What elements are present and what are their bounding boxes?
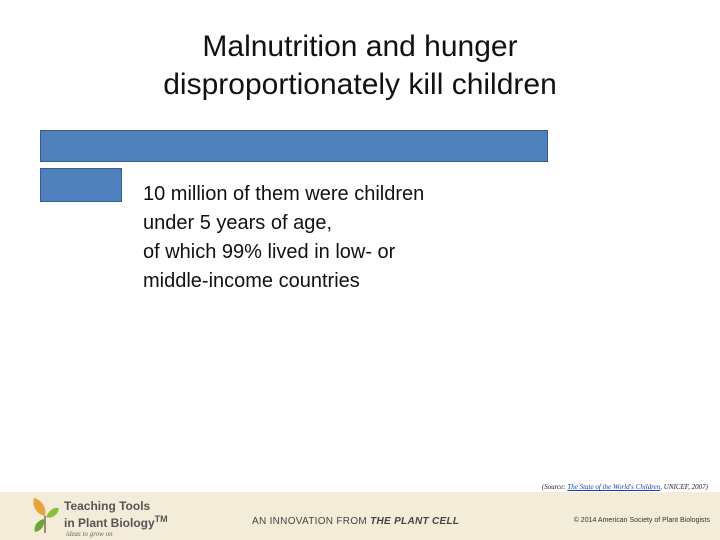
trademark-mark: TM [154,514,168,524]
copyright-notice: © 2014 American Society of Plant Biologi… [573,517,710,524]
brand-line-2: in Plant Biology [64,516,155,530]
source-link[interactable]: The State of the World's Children [567,483,661,491]
brand-name: Teaching Tools in Plant BiologyTM [64,500,168,530]
blue-bar-wide [40,130,548,162]
footer-bar: Teaching Tools in Plant BiologyTM ideas … [0,492,720,540]
source-suffix: , UNICEF, 2007) [660,483,708,491]
slide-title: Malnutrition and hunger disproportionate… [0,28,720,104]
slide-title-line-2: disproportionately kill children [163,68,557,101]
body-line-1: 10 million of them were children [143,183,425,205]
innovation-prefix: AN INNOVATION FROM [252,516,371,527]
body-line-3: of which 99% lived in low- or [143,241,396,263]
blue-bar-small [40,168,122,202]
brand-line-1: Teaching Tools [64,499,151,513]
body-line-4: middle-income countries [143,270,360,292]
innovation-credit: AN INNOVATION FROM THE PLANT CELL [252,516,459,527]
body-line-2: under 5 years of age, [143,212,333,234]
innovation-brand: THE PLANT CELL [370,516,460,527]
slide-title-line-1: Malnutrition and hunger [202,30,518,63]
leaf-logo-icon [33,498,59,533]
body-text: 10 million of them were children under 5… [143,180,563,296]
source-citation: (Source: The State of the World's Childr… [542,483,708,491]
brand-tagline: ideas to grow on [66,530,113,538]
source-prefix: (Source: [541,483,568,491]
